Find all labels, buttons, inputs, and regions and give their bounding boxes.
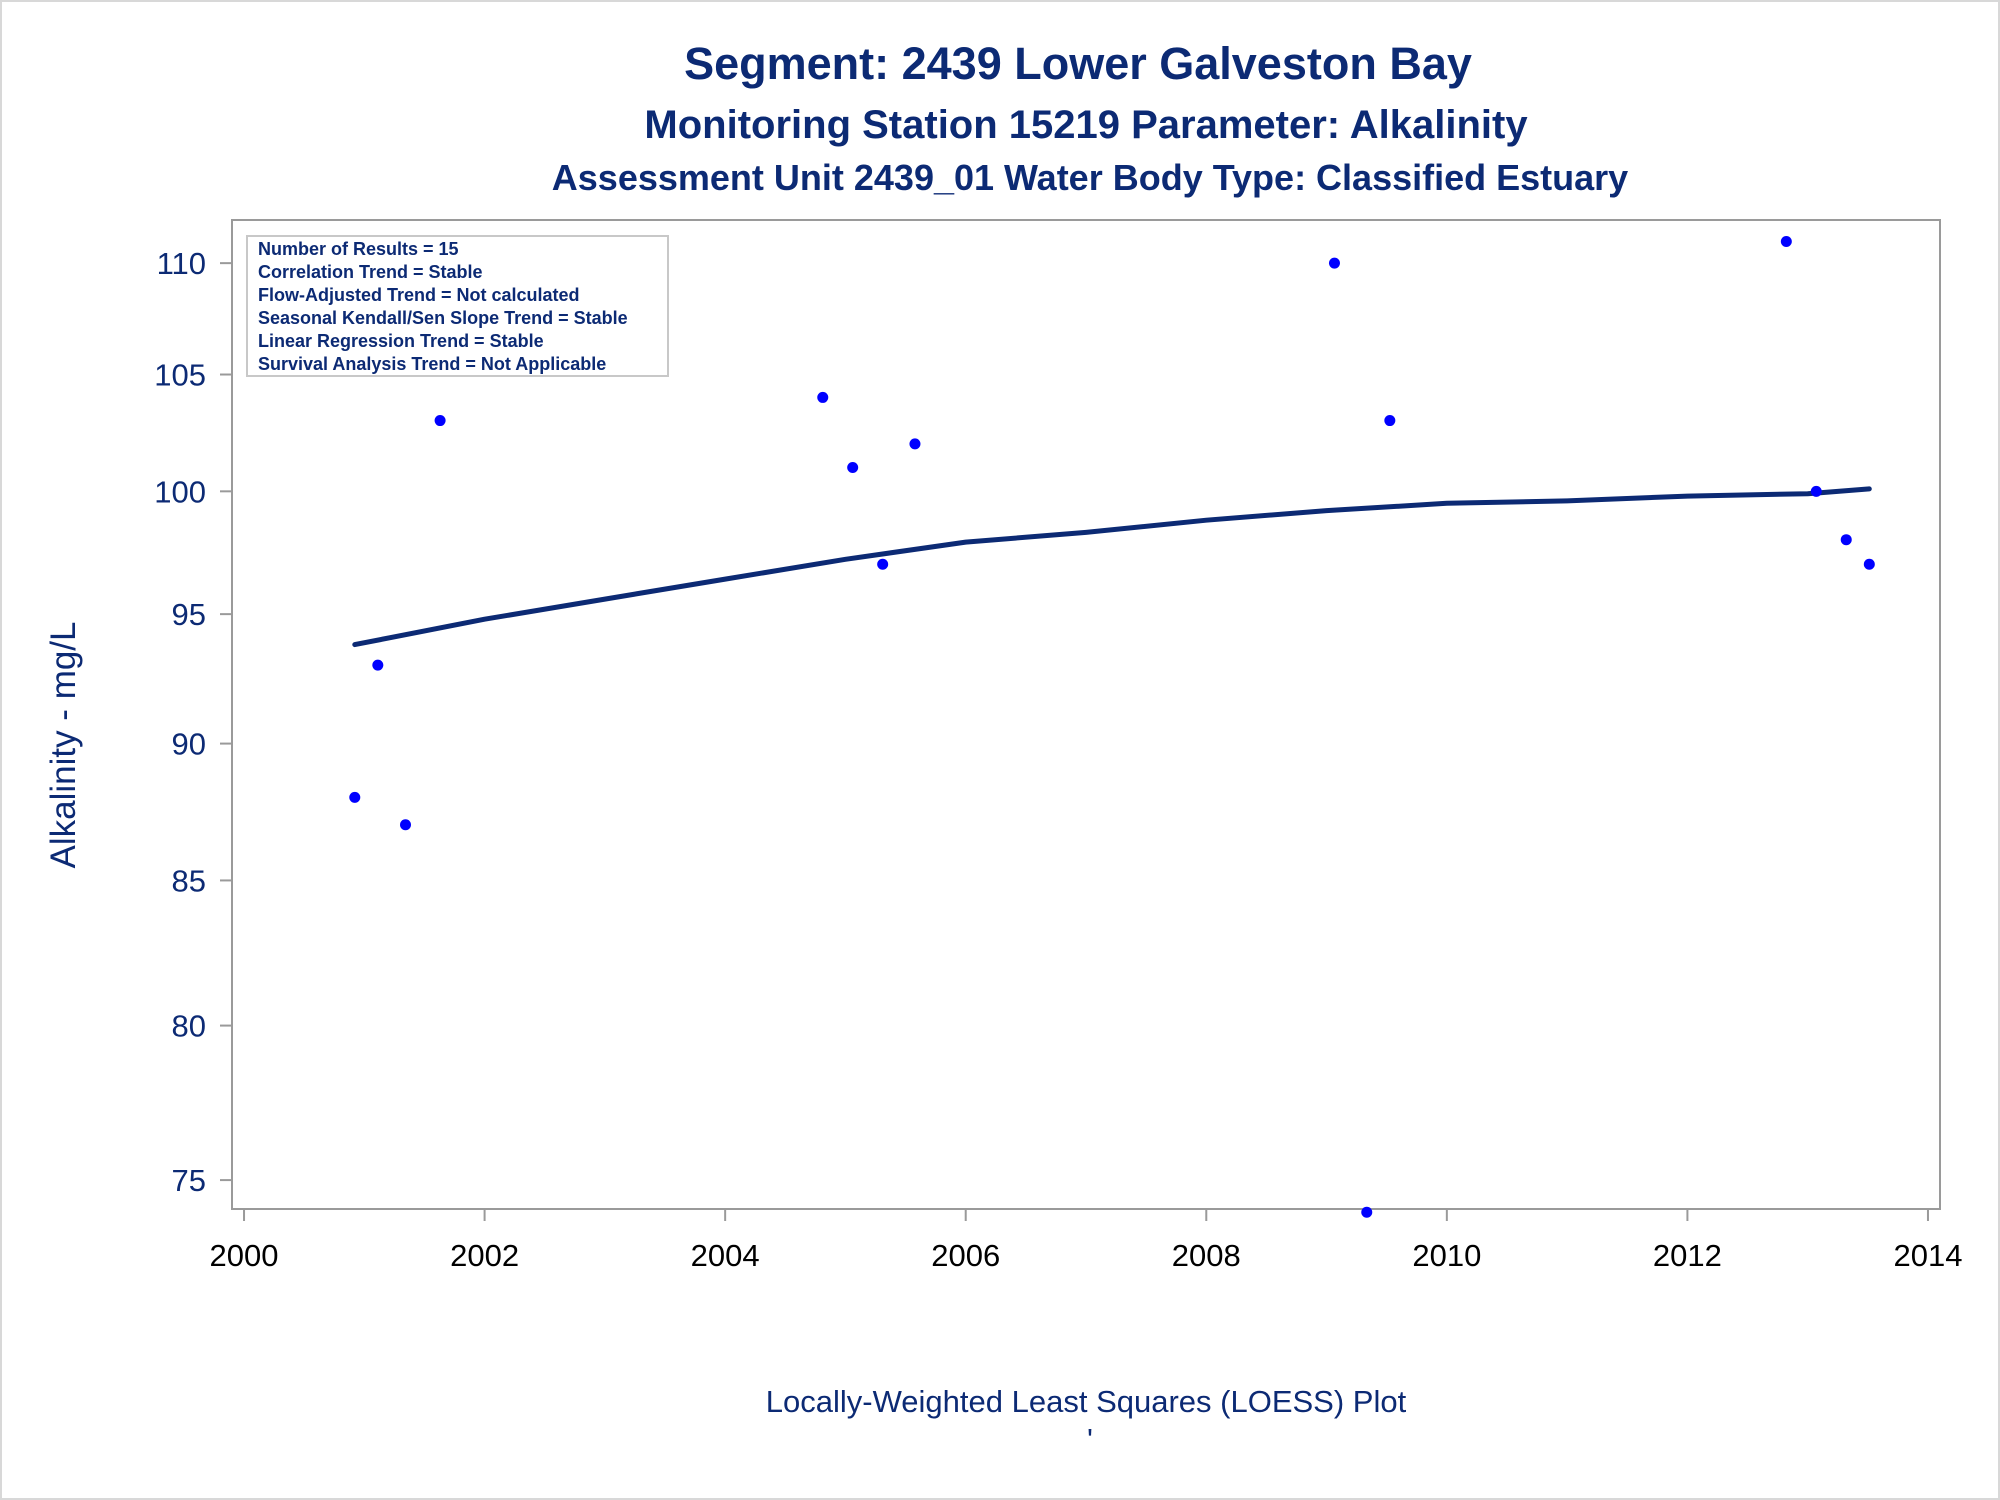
data-point-14 — [1840, 534, 1852, 546]
x-axis: 2000 2002 2004 2006 2008 2010 2012 2014 — [210, 1209, 1962, 1273]
y-tick-label-105: 105 — [154, 358, 206, 393]
data-point-13 — [1810, 485, 1822, 497]
data-point-11 — [1384, 415, 1396, 427]
x-tick-label-2014: 2014 — [1893, 1238, 1962, 1273]
stats-line-5: Linear Regression Trend = Stable — [258, 331, 544, 351]
y-tick-label-85: 85 — [172, 863, 206, 898]
x-tick-label-2012: 2012 — [1653, 1238, 1722, 1273]
x-tick-label-2000: 2000 — [210, 1238, 279, 1273]
stats-line-1: Number of Results = 15 — [258, 239, 459, 259]
x-tick-label-2006: 2006 — [931, 1238, 1000, 1273]
footnote: Locally-Weighted Least Squares (LOESS) P… — [766, 1384, 1407, 1419]
stats-box-border — [246, 235, 669, 377]
stats-line-2: Correlation Trend = Stable — [258, 262, 483, 282]
x-tick-label-2008: 2008 — [1172, 1238, 1241, 1273]
chart-title: Segment: 2439 Lower Galveston Bay — [684, 38, 1472, 89]
x-tick-label-2010: 2010 — [1412, 1238, 1481, 1273]
plot-area — [231, 219, 1941, 1210]
stats-line-6: Survival Analysis Trend = Not Applicable — [258, 354, 606, 374]
data-point-15 — [1863, 558, 1875, 570]
loess-line — [352, 486, 1872, 648]
x-tick-label-2004: 2004 — [691, 1238, 760, 1273]
data-point-5 — [817, 391, 829, 403]
footnote-mark: ' — [1087, 1422, 1093, 1457]
y-tick-label-90: 90 — [172, 727, 206, 762]
data-point-9 — [1328, 257, 1340, 269]
data-point-4 — [434, 415, 446, 427]
data-point-12 — [1780, 235, 1792, 247]
data-point-3 — [400, 819, 412, 831]
x-tick-label-2002: 2002 — [450, 1238, 519, 1273]
y-tick-label-95: 95 — [172, 597, 206, 632]
y-tick-label-80: 80 — [172, 1009, 206, 1044]
y-axis-title: Alkalinity - mg/L — [44, 621, 83, 868]
data-point-7 — [877, 558, 889, 570]
y-axis: 75 80 85 90 95 100 105 110 — [154, 246, 232, 1198]
data-point-1 — [349, 791, 361, 803]
y-tick-label-100: 100 — [154, 474, 206, 509]
loess-layer — [352, 486, 1872, 648]
data-point-10 — [1361, 1206, 1373, 1218]
stats-line-3: Flow-Adjusted Trend = Not calculated — [258, 285, 580, 305]
data-point-2 — [372, 659, 384, 671]
chart-subtitle: Monitoring Station 15219 Parameter: Alka… — [644, 103, 1528, 147]
data-point-8 — [909, 438, 921, 450]
y-tick-label-75: 75 — [172, 1163, 206, 1198]
chart-subtitle-2: Assessment Unit 2439_01 Water Body Type:… — [552, 157, 1628, 198]
stats-box: Number of Results = 15 Correlation Trend … — [246, 235, 669, 377]
data-point-6 — [847, 462, 859, 474]
y-tick-label-110: 110 — [157, 246, 206, 281]
stats-line-4: Seasonal Kendall/Sen Slope Trend = Stabl… — [258, 308, 628, 328]
points-layer — [349, 235, 1875, 1218]
